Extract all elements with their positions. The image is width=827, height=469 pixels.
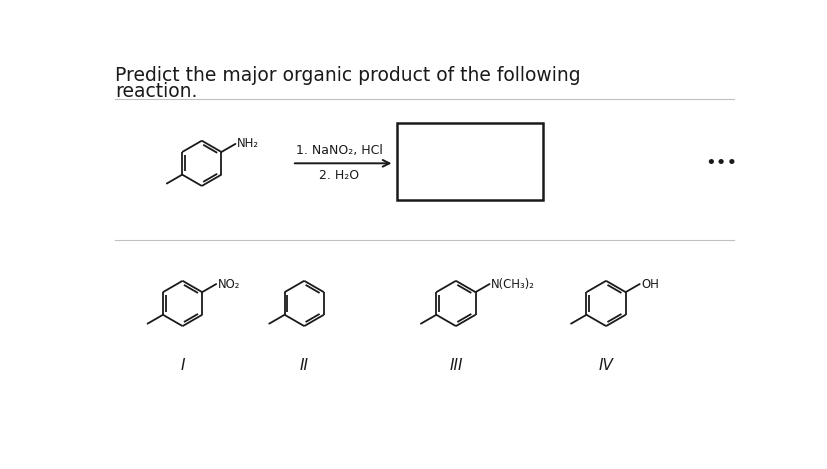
Text: IV: IV — [598, 357, 613, 372]
Text: NH₂: NH₂ — [237, 137, 259, 151]
Text: reaction.: reaction. — [115, 82, 197, 101]
Text: I: I — [180, 357, 184, 372]
Text: 2. H₂O: 2. H₂O — [319, 169, 359, 182]
Text: Predict the major organic product of the following: Predict the major organic product of the… — [115, 66, 580, 85]
Text: OH: OH — [640, 278, 658, 291]
Text: II: II — [299, 357, 308, 372]
Text: N(CH₃)₂: N(CH₃)₂ — [490, 278, 534, 291]
Bar — [396, 122, 543, 199]
Text: •••: ••• — [705, 154, 737, 172]
Text: NO₂: NO₂ — [218, 278, 240, 291]
Text: III: III — [448, 357, 462, 372]
Text: 1. NaNO₂, HCl: 1. NaNO₂, HCl — [295, 144, 382, 157]
